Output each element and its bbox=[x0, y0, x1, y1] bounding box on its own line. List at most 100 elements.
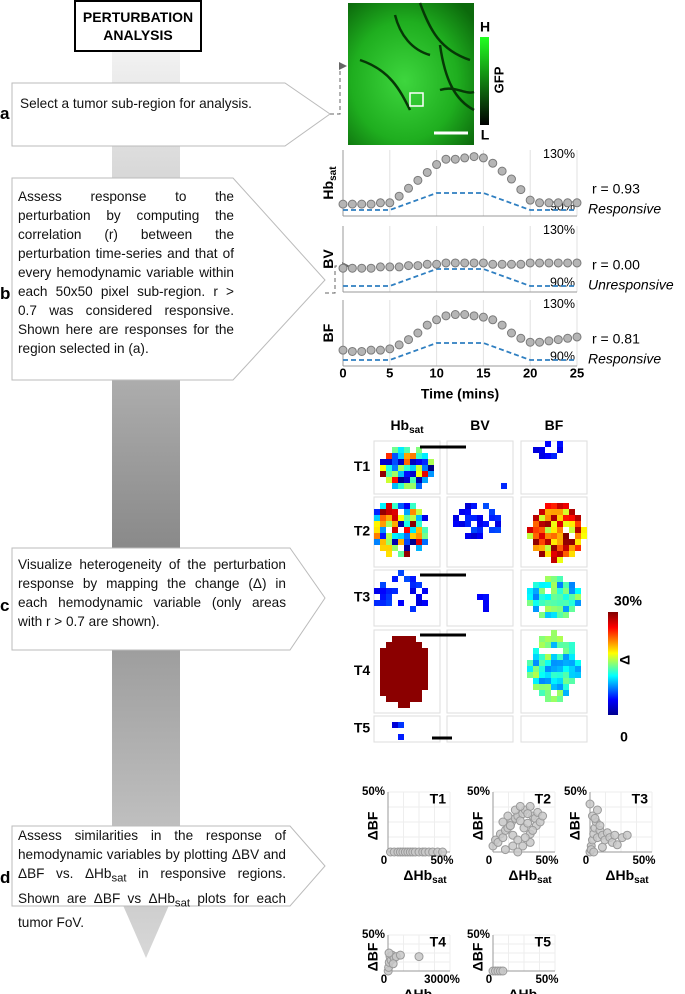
map-pixel bbox=[410, 606, 416, 612]
map-pixel bbox=[392, 447, 398, 453]
map-pixel bbox=[386, 471, 392, 477]
map-pixel bbox=[386, 503, 392, 509]
map-pixel bbox=[563, 690, 569, 696]
map-pixel bbox=[392, 527, 398, 533]
map-pixel bbox=[416, 509, 422, 515]
map-pixel bbox=[551, 453, 557, 459]
map-pixel bbox=[404, 503, 410, 509]
map-pixel bbox=[428, 459, 434, 465]
map-pixel bbox=[551, 612, 557, 618]
map-pixel bbox=[392, 660, 398, 666]
y-tick-label: 50% bbox=[467, 929, 490, 941]
map-pixel bbox=[551, 696, 557, 702]
map-pixel bbox=[398, 471, 404, 477]
map-pixel bbox=[539, 582, 545, 588]
map-pixel bbox=[533, 678, 539, 684]
map-pixel bbox=[483, 521, 489, 527]
map-pixel bbox=[380, 654, 386, 660]
step-box bbox=[11, 547, 326, 651]
map-pixel bbox=[557, 441, 563, 447]
map-pixel bbox=[563, 648, 569, 654]
column-header: Hbsat bbox=[390, 417, 424, 436]
x-tick-label: 0 bbox=[381, 974, 387, 986]
map-pixel bbox=[416, 600, 422, 606]
map-pixel bbox=[392, 483, 398, 489]
map-pixel bbox=[545, 684, 551, 690]
map-pixel bbox=[374, 521, 380, 527]
map-pixel bbox=[398, 600, 404, 606]
map-pixel bbox=[563, 503, 569, 509]
map-pixel bbox=[533, 545, 539, 551]
stimulus-line bbox=[343, 268, 577, 287]
map-pixel bbox=[563, 594, 569, 600]
map-pixel bbox=[569, 551, 575, 557]
map-pixel bbox=[380, 660, 386, 666]
map-pixel bbox=[386, 690, 392, 696]
tumor-image bbox=[348, 2, 489, 145]
step-box bbox=[11, 825, 326, 907]
map-pixel bbox=[471, 503, 477, 509]
map-pixel bbox=[404, 471, 410, 477]
map-pixel bbox=[380, 521, 386, 527]
r-value: r = 0.81 bbox=[592, 331, 640, 347]
map-pixel bbox=[557, 654, 563, 660]
data-point bbox=[525, 195, 535, 205]
map-pixel bbox=[404, 576, 410, 582]
map-pixel bbox=[575, 533, 581, 539]
map-pixel bbox=[545, 666, 551, 672]
map-pixel bbox=[422, 672, 428, 678]
map-pixel bbox=[545, 660, 551, 666]
data-point bbox=[432, 160, 442, 170]
text-sub: sat bbox=[111, 872, 127, 885]
map-pixel bbox=[380, 594, 386, 600]
x-axis-sub: sat bbox=[634, 875, 649, 886]
step-letter: c bbox=[0, 596, 10, 615]
data-point bbox=[572, 332, 582, 342]
map-pixel bbox=[557, 539, 563, 545]
data-point bbox=[506, 259, 516, 269]
step-text: Select a tumor sub-region for analysis. bbox=[20, 96, 252, 111]
map-pixel bbox=[545, 533, 551, 539]
map-pixel bbox=[404, 515, 410, 521]
map-pixel bbox=[557, 557, 563, 563]
map-pixel bbox=[380, 600, 386, 606]
step-letter: a bbox=[0, 104, 10, 123]
map-pixel bbox=[404, 453, 410, 459]
map-pixel bbox=[386, 654, 392, 660]
data-point bbox=[535, 198, 545, 208]
data-point bbox=[422, 167, 432, 177]
map-pixel bbox=[539, 600, 545, 606]
map-pixel bbox=[557, 666, 563, 672]
map-pixel bbox=[501, 483, 507, 489]
map-pixel bbox=[557, 527, 563, 533]
data-point bbox=[366, 199, 376, 209]
map-pixel bbox=[386, 465, 392, 471]
map-pixel bbox=[410, 483, 416, 489]
map-pixel bbox=[422, 648, 428, 654]
map-pixel bbox=[453, 521, 459, 527]
map-pixel bbox=[392, 636, 398, 642]
y-tick-label: 90% bbox=[550, 276, 575, 290]
map-pixel bbox=[545, 521, 551, 527]
map-pixel bbox=[392, 722, 398, 728]
map-pixel bbox=[575, 521, 581, 527]
map-pixel bbox=[422, 459, 428, 465]
data-point bbox=[441, 258, 451, 268]
data-point bbox=[544, 258, 554, 268]
map-pixel bbox=[410, 648, 416, 654]
map-pixel bbox=[551, 551, 557, 557]
map-pixel bbox=[374, 600, 380, 606]
map-pixel bbox=[398, 654, 404, 660]
text-part: in responsive regions. Shown are ΔBF vs … bbox=[18, 866, 286, 906]
data-point bbox=[385, 344, 395, 354]
map-pixel bbox=[563, 509, 569, 515]
data-point bbox=[535, 258, 545, 268]
map-pixel bbox=[569, 515, 575, 521]
map-pixel bbox=[563, 666, 569, 672]
map-pixel bbox=[410, 465, 416, 471]
map-pixel bbox=[386, 521, 392, 527]
map-pixel bbox=[465, 503, 471, 509]
scale-label: GFP bbox=[491, 66, 506, 93]
map-pixel bbox=[422, 678, 428, 684]
